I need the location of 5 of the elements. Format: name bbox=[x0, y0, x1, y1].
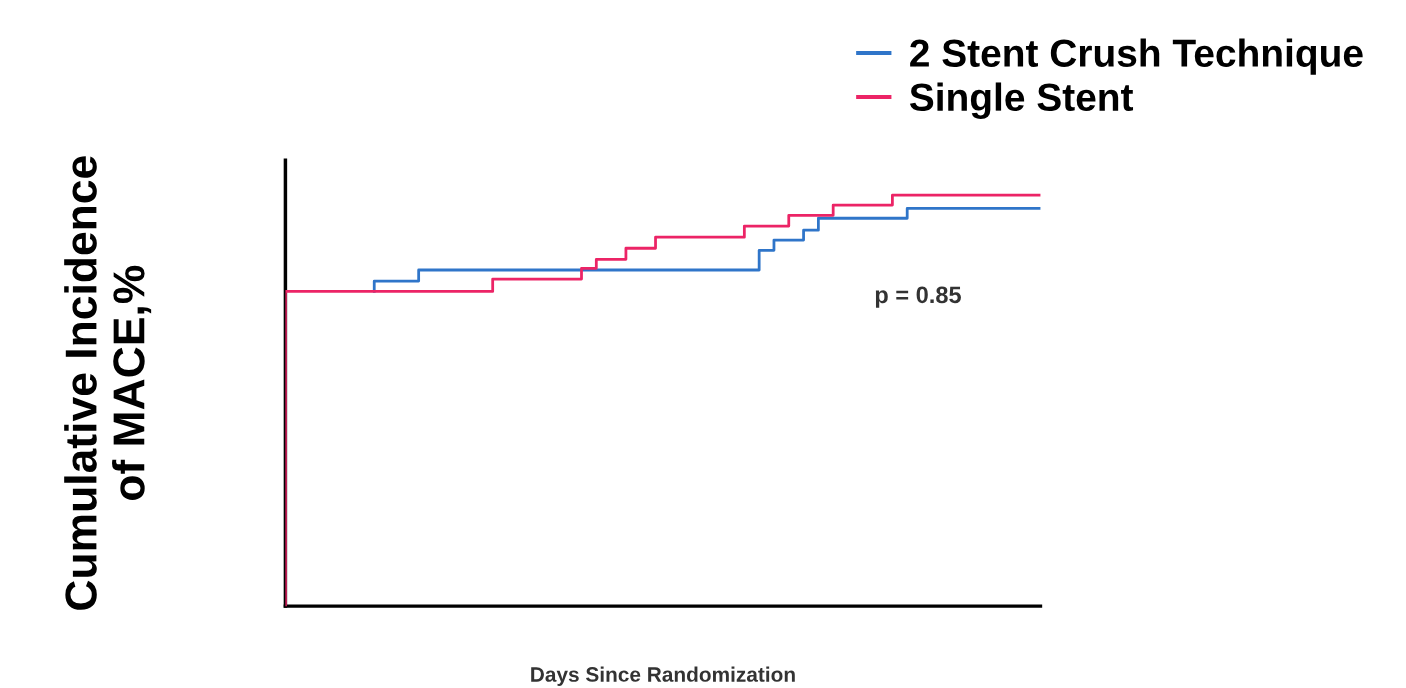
annotation: p = 0.85 bbox=[875, 286, 961, 308]
legend-label: Single Stent bbox=[909, 82, 1134, 119]
legend-label: 2 Stent Crush Technique bbox=[910, 38, 1363, 75]
y-axis-title: Cumulative Incidence of MACE,% bbox=[64, 156, 152, 610]
x-axis-title: Days Since Randomization bbox=[531, 666, 795, 686]
